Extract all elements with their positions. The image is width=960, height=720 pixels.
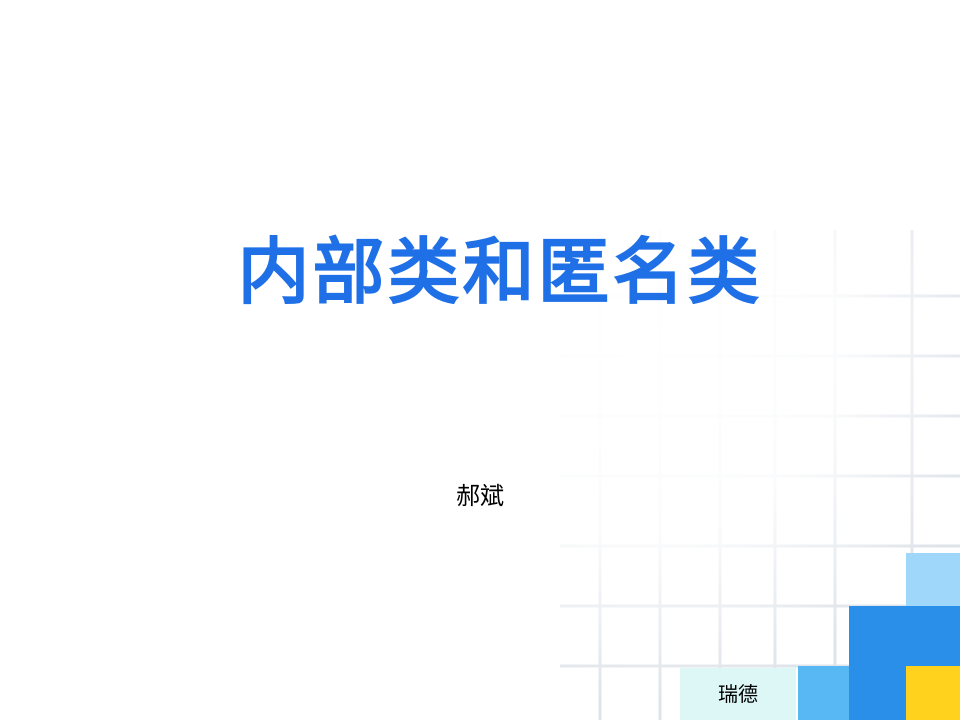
block-light-blue-top [906,553,960,606]
author-name: 郝斌 [456,482,504,510]
block-mid-blue [798,666,849,720]
block-yellow [906,666,960,720]
slide-title: 内部类和匿名类 [237,229,763,314]
block-blue-lower [849,666,906,720]
block-blue [849,606,960,666]
footer-label: 瑞德 [680,668,796,720]
